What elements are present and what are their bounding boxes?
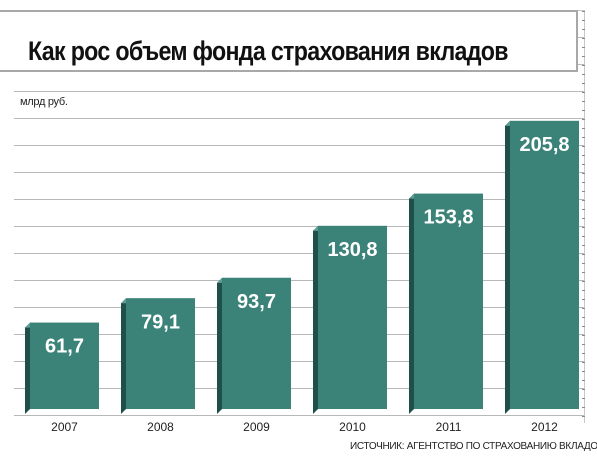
data-label: 205,8 <box>519 134 569 156</box>
bar <box>318 225 387 409</box>
source-note: ИСТОЧНИК: АГЕНТСТВО ПО СТРАХОВАНИЮ ВКЛАД… <box>350 441 597 452</box>
bar-side <box>313 225 318 414</box>
bar-side <box>25 322 30 414</box>
plot-frame <box>14 10 585 423</box>
data-label: 93,7 <box>237 291 276 313</box>
x-tick-label: 2007 <box>51 420 78 434</box>
bar-side <box>409 193 414 414</box>
bar <box>126 298 195 409</box>
bar <box>414 193 483 409</box>
bar-side <box>121 298 126 414</box>
data-label: 130,8 <box>327 239 377 261</box>
bar <box>30 322 99 409</box>
x-tick-label: 2008 <box>147 420 174 434</box>
data-label: 79,1 <box>141 311 180 333</box>
x-tick-label: 2009 <box>243 420 270 434</box>
bar-side <box>505 120 510 414</box>
data-label: 153,8 <box>423 207 473 229</box>
title-box: Как рос объем фонда страхования вкладов <box>0 10 578 72</box>
data-label: 61,7 <box>45 336 84 358</box>
bar <box>222 277 291 409</box>
x-tick-label: 2011 <box>436 420 462 434</box>
bar <box>510 120 579 409</box>
chart-title: Как рос объем фонда страхования вкладов <box>28 36 509 66</box>
frame-hatch <box>582 11 585 423</box>
x-tick-label: 2012 <box>531 420 558 434</box>
x-tick-label: 2010 <box>339 420 366 434</box>
unit-label: млрд руб. <box>20 96 68 108</box>
bar-side <box>217 277 222 414</box>
